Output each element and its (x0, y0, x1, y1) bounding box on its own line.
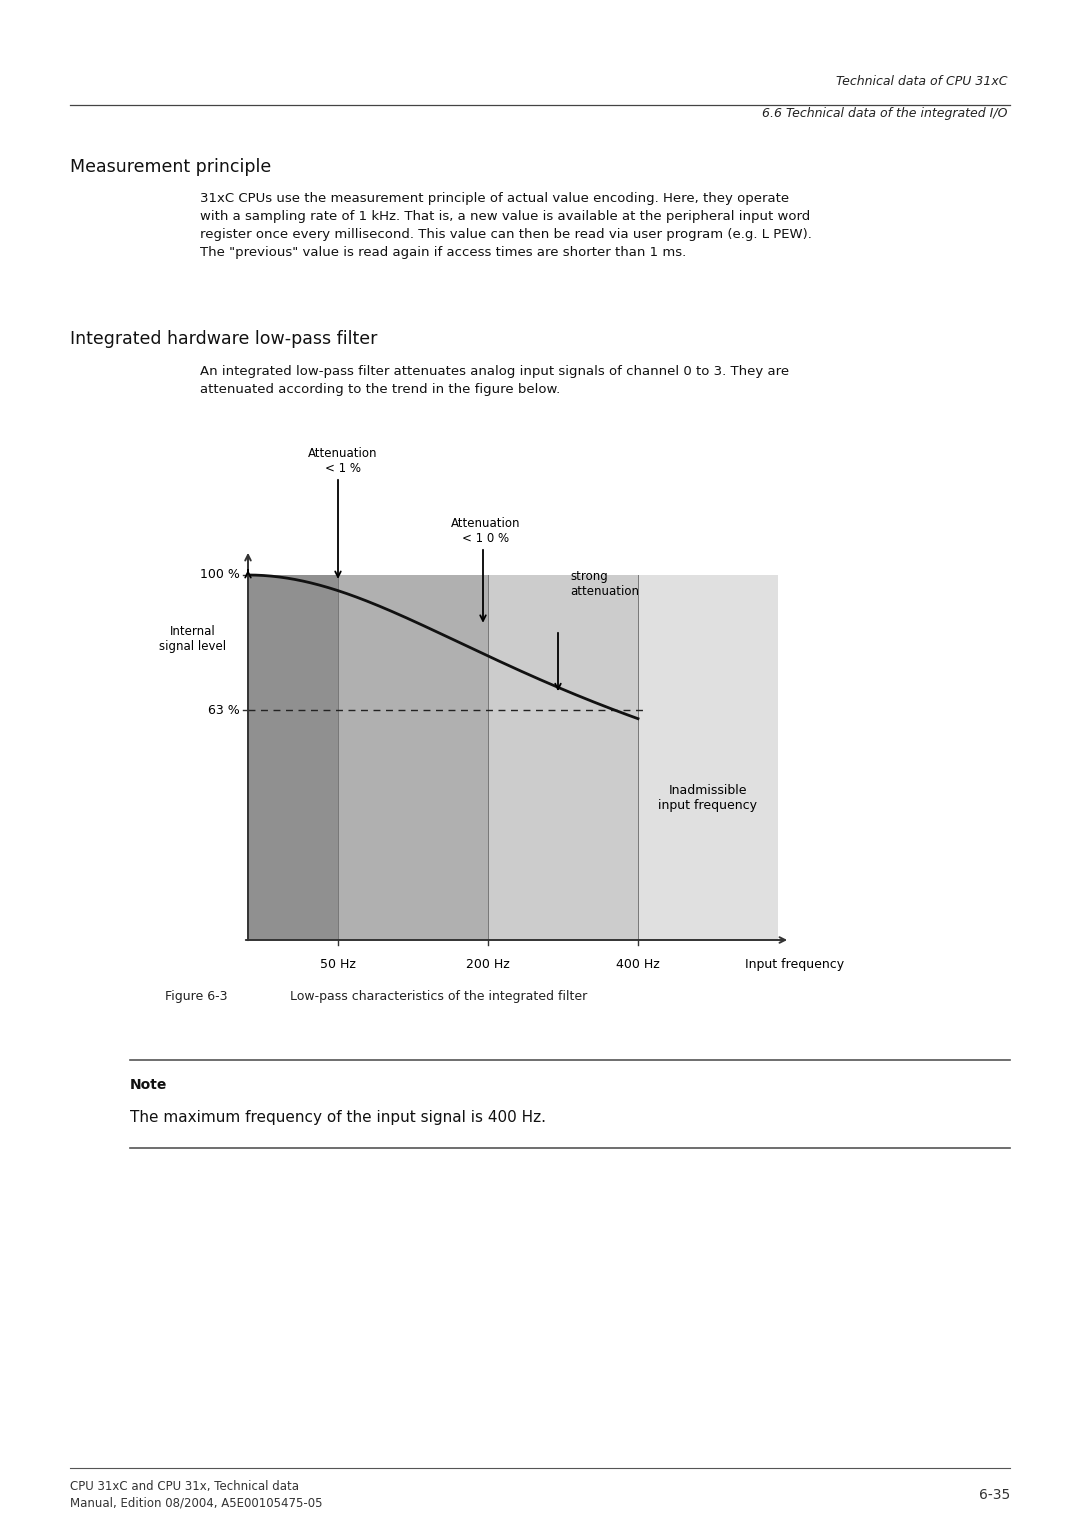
Text: Measurement principle: Measurement principle (70, 157, 271, 176)
Text: 100 %: 100 % (200, 568, 240, 582)
Text: Inadmissible
input frequency: Inadmissible input frequency (659, 784, 757, 811)
Bar (338, 575, 488, 940)
Text: 200 Hz: 200 Hz (467, 958, 510, 970)
Bar (638, 575, 778, 940)
Text: Integrated hardware low-pass filter: Integrated hardware low-pass filter (70, 330, 377, 348)
Bar (248, 575, 338, 940)
Text: 50 Hz: 50 Hz (320, 958, 356, 970)
Text: An integrated low-pass filter attenuates analog input signals of channel 0 to 3.: An integrated low-pass filter attenuates… (200, 365, 789, 396)
Text: 6-35: 6-35 (978, 1488, 1010, 1502)
Text: 400 Hz: 400 Hz (616, 958, 660, 970)
Text: Manual, Edition 08/2004, A5E00105475-05: Manual, Edition 08/2004, A5E00105475-05 (70, 1496, 323, 1510)
Text: Note: Note (130, 1077, 167, 1093)
Text: Technical data of CPU 31xC: Technical data of CPU 31xC (837, 75, 1008, 89)
Bar (488, 575, 638, 940)
Text: Internal
signal level: Internal signal level (160, 625, 227, 652)
Text: Attenuation
< 1 0 %: Attenuation < 1 0 % (451, 516, 521, 545)
Text: 31xC CPUs use the measurement principle of actual value encoding. Here, they ope: 31xC CPUs use the measurement principle … (200, 193, 812, 260)
Text: The maximum frequency of the input signal is 400 Hz.: The maximum frequency of the input signa… (130, 1109, 546, 1125)
Text: Attenuation
< 1 %: Attenuation < 1 % (308, 448, 378, 475)
Text: Input frequency: Input frequency (745, 958, 845, 970)
Text: CPU 31xC and CPU 31x, Technical data: CPU 31xC and CPU 31x, Technical data (70, 1481, 299, 1493)
Text: 6.6 Technical data of the integrated I/O: 6.6 Technical data of the integrated I/O (762, 107, 1008, 121)
Text: strong
attenuation: strong attenuation (570, 570, 639, 597)
Text: 63 %: 63 % (208, 703, 240, 717)
Text: Figure 6-3: Figure 6-3 (165, 990, 228, 1002)
Text: Low-pass characteristics of the integrated filter: Low-pass characteristics of the integrat… (291, 990, 588, 1002)
